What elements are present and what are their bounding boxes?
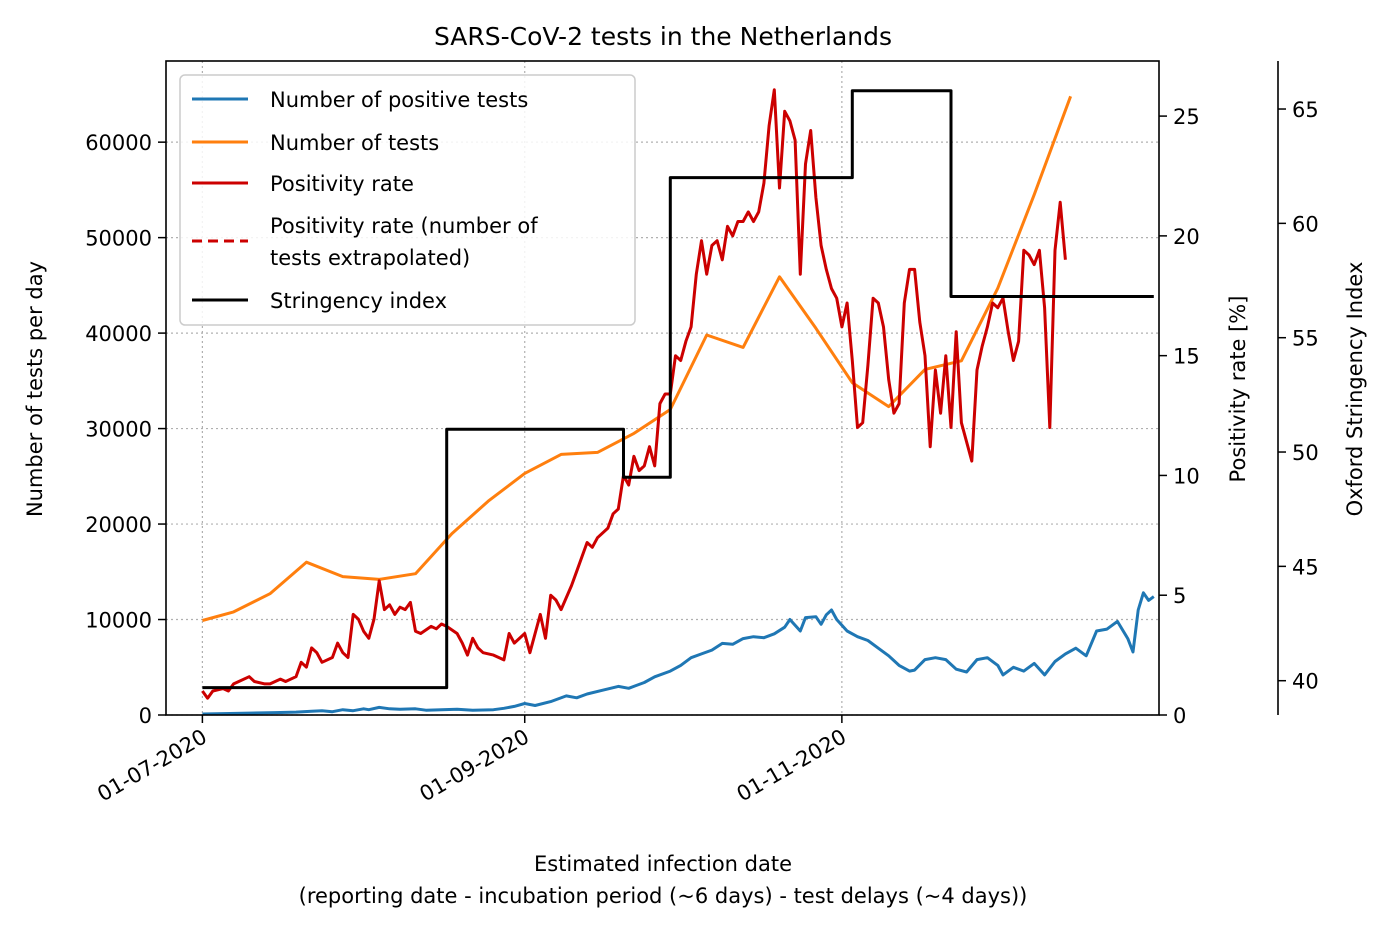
series-layer <box>201 88 1155 716</box>
chart-title: SARS-CoV-2 tests in the Netherlands <box>434 22 892 51</box>
y-right-tick-label: 0 <box>1173 704 1186 728</box>
y-right-tick-label: 5 <box>1173 584 1186 608</box>
x-tick-label: 01-11-2020 <box>733 725 851 807</box>
x-tick-label: 01-07-2020 <box>93 725 211 807</box>
x-axis-label-line1: Estimated infection date <box>534 852 792 876</box>
legend-label-positive-tests: Number of positive tests <box>270 88 528 112</box>
plot-frame <box>165 60 1160 716</box>
legend-label-positivity-extrapolated-line1: Positivity rate (number of <box>270 214 538 238</box>
legend-label-stringency: Stringency index <box>270 289 447 313</box>
y-right2-tick-label: 65 <box>1292 98 1319 122</box>
legend-label-positivity-extrapolated-line2: tests extrapolated) <box>270 246 470 270</box>
y-axis-right2-label: Oxford Stringency Index <box>1343 262 1367 517</box>
y-right-tick-label: 10 <box>1173 464 1200 488</box>
y-right2-tick-label: 55 <box>1292 327 1319 351</box>
series-line-positive-tests <box>202 591 1155 716</box>
legend-label-tests: Number of tests <box>270 131 439 155</box>
y-left-tick-label: 10000 <box>85 609 152 633</box>
legend-label-positivity: Positivity rate <box>270 172 414 196</box>
series-line-stringency <box>202 89 1154 690</box>
y-axis-left-label: Number of tests per day <box>23 261 47 517</box>
y-left-tick-label: 30000 <box>85 418 152 442</box>
legend: Number of positive tests Number of tests… <box>179 74 636 326</box>
y-left-tick-label: 20000 <box>85 513 152 537</box>
y-right-tick-label: 15 <box>1173 345 1200 369</box>
y-right-tick-label: 25 <box>1173 105 1200 129</box>
y-right2-tick-label: 60 <box>1292 212 1319 236</box>
y-left-tick-label: 60000 <box>85 131 152 155</box>
y-right2-tick-label: 50 <box>1292 441 1319 465</box>
y-left-tick-label: 40000 <box>85 322 152 346</box>
legend-box <box>179 74 636 326</box>
y-right2-tick-label: 40 <box>1292 670 1319 694</box>
y-left-tick-label: 0 <box>139 704 152 728</box>
y-right-tick-label: 20 <box>1173 225 1200 249</box>
y-right2-tick-label: 45 <box>1292 555 1319 579</box>
y-left-tick-label: 50000 <box>85 227 152 251</box>
x-tick-label: 01-09-2020 <box>416 725 534 807</box>
y-axis-right-label: Positivity rate [%] <box>1226 296 1250 483</box>
x-axis-label-line2: (reporting date - incubation period (~6 … <box>299 884 1028 908</box>
